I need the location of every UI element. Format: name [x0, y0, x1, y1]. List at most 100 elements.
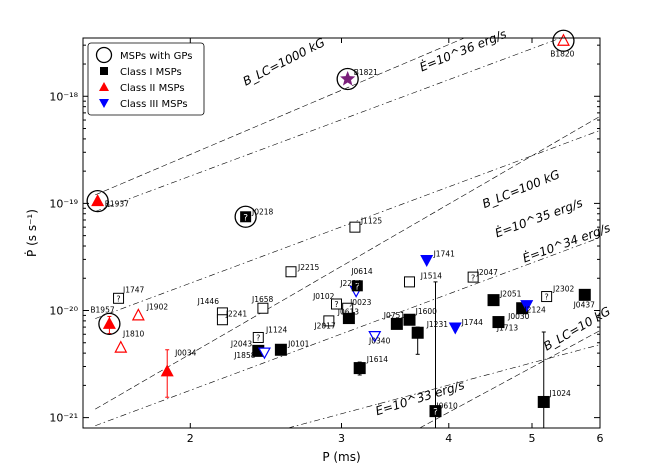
legend-marker-triangle-down — [99, 99, 109, 108]
point-label: B1937 — [105, 199, 129, 208]
point-J1600-square — [403, 313, 416, 326]
point-J0023-square-open — [342, 302, 354, 314]
point-J0751-square — [390, 317, 403, 330]
x-tick-label: 6 — [597, 432, 604, 445]
point-label: J1741 — [433, 249, 456, 258]
legend-label: Class III MSPs — [120, 99, 188, 110]
y-tick-label: 10⁻¹⁸ — [49, 90, 78, 103]
point-J0101-square — [274, 343, 287, 356]
point-B1957-circle-open — [98, 312, 121, 336]
point-J0610-square-q — [430, 405, 442, 417]
point-label: J1125 — [360, 216, 383, 225]
point-J1810-triangle-up — [114, 340, 128, 353]
point-label: J2215 — [297, 263, 320, 272]
legend-marker-triangle-up — [99, 82, 109, 91]
point-J0218-square-q — [240, 211, 252, 223]
x-tick-label: 2 — [187, 432, 194, 445]
point-label: J1713 — [496, 324, 519, 333]
point-J1744-triangle-down — [448, 322, 462, 335]
point-label: J1858 — [233, 351, 256, 360]
point-J0437-square — [578, 288, 591, 301]
point-J1614-square — [353, 362, 366, 375]
point-B1957-triangle-up — [102, 316, 116, 329]
legend-label: Class II MSPs — [120, 83, 185, 94]
legend-marker-square — [100, 67, 108, 75]
line-annotation: Ė=10^33 erg/s — [374, 377, 467, 418]
model-line-e-dot-1e35 — [95, 130, 600, 319]
point-label: J0437 — [573, 300, 596, 309]
point-label: B1957 — [90, 305, 114, 314]
point-J2047-q: ? — [471, 273, 475, 282]
model-line-e-dot-1e36 — [95, 38, 562, 212]
point-J1858-triangle-down — [257, 347, 271, 360]
point-label: J1231 — [426, 320, 449, 329]
line-annotation: Ė=10^36 erg/s — [417, 26, 508, 74]
point-J1713-square — [492, 316, 505, 329]
point-label: J1446 — [197, 297, 220, 306]
point-label: J2051 — [499, 290, 522, 299]
point-J0614-square-q — [351, 280, 363, 292]
point-J2302 — [541, 291, 553, 303]
legend-label: Class I MSPs — [120, 67, 182, 78]
point-label: J1747 — [122, 286, 145, 295]
point-label: J1810 — [122, 330, 145, 339]
point-J1124 — [252, 331, 264, 343]
point-label: J0610 — [435, 401, 458, 410]
model-line-b-lc-100-kg — [95, 116, 600, 410]
point-J2124-triangle-down — [520, 300, 534, 313]
model-line-e-dot-1e34 — [95, 237, 600, 427]
legend-label: MSPs with GPs — [120, 51, 192, 62]
y-tick-label: 10⁻²⁰ — [49, 305, 78, 318]
line-annotations: B_LC=1000 kG Ė=10^36 erg/s B_LC=100 kG Ė=10… — [241, 26, 613, 418]
point-label: J2043 — [230, 340, 253, 349]
point-label: J0218 — [251, 207, 274, 216]
model-line-b-lc-1000-kg — [95, 38, 466, 196]
point-B1937-circle-open — [86, 189, 109, 213]
point-J1747-q: ? — [116, 295, 120, 304]
y-axis-label: Ṗ (s s⁻¹) — [24, 209, 39, 257]
point-J2241-square-open — [216, 314, 228, 326]
point-label: J0023 — [349, 298, 372, 307]
point-label: J0102 — [312, 292, 335, 301]
point-J0610-square-q-q: ? — [433, 408, 438, 418]
point-J2017-square-open — [323, 315, 335, 327]
legend-box — [87, 42, 205, 116]
point-J0218-circle-open — [234, 205, 257, 228]
point-label: J1600 — [415, 307, 438, 316]
point-J1024-square — [537, 395, 550, 408]
point-B1820-triangle-up — [556, 33, 570, 46]
point-label: J2017 — [313, 321, 336, 330]
point-label: J0613 — [337, 307, 360, 316]
point-J0613-square — [342, 312, 355, 325]
line-annotation: B_LC=100 kG — [480, 167, 562, 211]
point-J2215-square-open — [285, 266, 297, 278]
legend-marker-circle — [95, 46, 113, 64]
point-label: J2241 — [225, 309, 248, 318]
x-tick-label: 5 — [529, 432, 536, 445]
point-label: J1614 — [366, 355, 389, 364]
point-B1821-circle-open — [336, 67, 359, 91]
point-label: B1820 — [550, 50, 574, 59]
point-J2047 — [467, 271, 479, 283]
point-label: J1658 — [251, 295, 274, 304]
error-bars — [107, 281, 546, 428]
point-label: J0340 — [368, 337, 391, 346]
point-label: J0030 — [507, 312, 530, 321]
data-points: ???????? — [86, 29, 591, 418]
point-J0102-q: ? — [334, 300, 338, 309]
x-tick-label: 4 — [445, 432, 452, 445]
point-label: J2214 — [339, 279, 362, 288]
point-label: J2302 — [552, 285, 575, 294]
x-axis-label: P (ms) — [322, 450, 360, 464]
point-J1902-triangle-up — [131, 308, 145, 321]
model-line-b-lc-10-kg — [419, 330, 600, 428]
point-label: J1024 — [548, 389, 571, 398]
point-J1741-triangle-down — [420, 254, 434, 267]
point-J1658-square-open — [257, 302, 269, 314]
point-label: J2047 — [476, 268, 499, 277]
point-J1514-square-open — [403, 276, 415, 288]
axis-ticks: 2 3 4 5 6 10⁻²¹ 10⁻²⁰ 10⁻¹⁹ 10⁻¹⁸ — [49, 38, 604, 445]
line-annotation: B_LC=10 kG — [541, 304, 613, 353]
point-J1124-q: ? — [256, 334, 260, 343]
